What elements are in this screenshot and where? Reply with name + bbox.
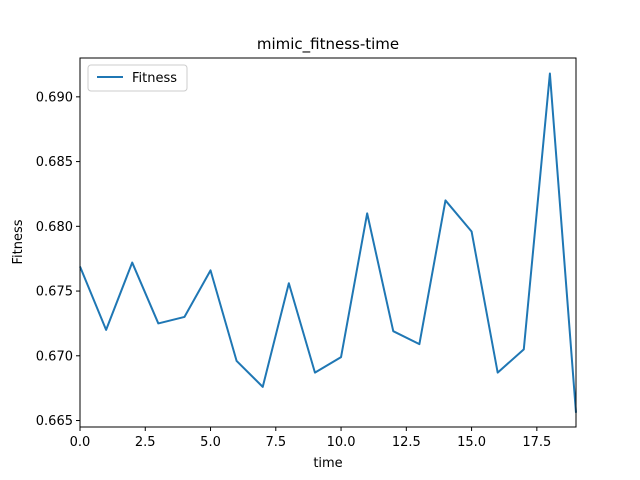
y-axis-label: Fitness (11, 219, 26, 264)
y-tick-label: 0.680 (36, 220, 73, 235)
x-tick-label: 2.5 (135, 435, 156, 450)
x-tick-label: 7.5 (265, 435, 286, 450)
x-tick-label: 5.0 (200, 435, 221, 450)
series-layer (79, 72, 577, 413)
y-axis-ticks: 0.665 0.670 0.675 0.680 0.685 0.690 (36, 90, 80, 429)
legend-label-fitness: Fitness (132, 71, 177, 86)
legend: Fitness (87, 64, 188, 92)
plot-frame (79, 57, 577, 428)
x-axis-ticks: 0.0 2.5 5.0 7.5 10.0 12.5 15.0 17.5 (70, 427, 551, 450)
x-tick-label: 10.0 (327, 435, 356, 450)
x-tick-label: 12.5 (392, 435, 421, 450)
series-line-fitness (79, 72, 577, 413)
x-axis-label: time (313, 456, 342, 471)
y-tick-label: 0.670 (36, 349, 73, 364)
x-tick-label: 15.0 (457, 435, 486, 450)
y-tick-label: 0.685 (36, 155, 73, 170)
y-tick-label: 0.665 (36, 414, 73, 429)
y-tick-label: 0.675 (36, 285, 73, 300)
legend-box (87, 64, 188, 92)
x-tick-label: 0.0 (70, 435, 91, 450)
x-tick-label: 17.5 (522, 435, 551, 450)
chart-title: mimic_fitness-time (257, 35, 399, 54)
y-tick-label: 0.690 (36, 90, 73, 105)
